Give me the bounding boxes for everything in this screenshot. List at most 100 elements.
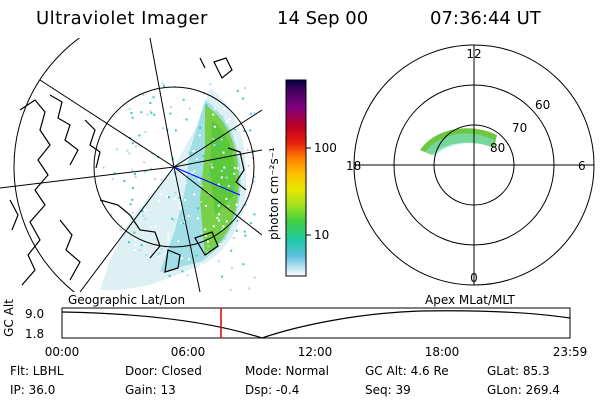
speckle-pixel xyxy=(240,238,243,241)
speckle-pixel xyxy=(172,132,175,135)
speckle-pixel xyxy=(244,80,247,83)
speckle-pixel xyxy=(154,226,157,229)
speckle-pixel xyxy=(194,109,197,112)
speckle-pixel xyxy=(178,130,181,133)
speckle-pixel xyxy=(188,258,190,261)
speckle-pixel xyxy=(180,222,183,225)
speckle-pixel xyxy=(235,236,238,239)
speckle-pixel xyxy=(186,271,189,274)
speckle-pixel xyxy=(218,213,221,216)
polar-grid xyxy=(353,44,595,286)
speckle-pixel xyxy=(143,161,146,164)
speckle-pixel xyxy=(227,205,230,207)
speckle-pixel xyxy=(194,98,197,101)
speckle-pixel xyxy=(198,134,201,137)
colorbar-unit-label: photon cm⁻²s⁻¹ xyxy=(267,147,281,240)
speckle-pixel xyxy=(251,210,254,213)
mlt-label-12: 12 xyxy=(466,47,481,61)
speckle-pixel xyxy=(119,228,122,231)
speckle-pixel xyxy=(177,240,180,243)
speckle-pixel xyxy=(198,277,200,280)
speckle-pixel xyxy=(199,209,202,212)
speckle-pixel xyxy=(252,149,255,152)
speckle-pixel xyxy=(142,214,145,217)
speckle-pixel xyxy=(176,149,179,152)
speckle-pixel xyxy=(166,159,169,162)
speckle-pixel xyxy=(159,193,162,195)
speckle-pixel xyxy=(242,97,245,100)
speckle-pixel xyxy=(184,182,187,185)
speckle-pixel xyxy=(141,106,144,108)
speckle-pixel xyxy=(160,178,163,181)
speckle-pixel xyxy=(188,192,190,195)
speckle-pixel xyxy=(200,184,203,187)
speckle-pixel xyxy=(253,180,256,183)
speckle-pixel xyxy=(186,274,189,277)
speckle-pixel xyxy=(170,106,173,109)
speckle-pixel xyxy=(216,100,218,103)
speckle-pixel xyxy=(134,238,137,241)
info-gc-alt: GC Alt: 4.6 Re xyxy=(365,364,449,378)
speckle-pixel xyxy=(118,155,121,158)
longitude-grid xyxy=(0,38,262,292)
speckle-pixel xyxy=(144,217,147,220)
speckle-pixel xyxy=(164,161,167,164)
speckle-pixel xyxy=(167,235,170,238)
speckle-pixel xyxy=(224,237,227,240)
speckle-pixel xyxy=(134,158,137,161)
speckle-pixel xyxy=(131,198,134,201)
speckle-pixel xyxy=(250,112,252,115)
speckle-pixel xyxy=(112,180,115,183)
speckle-pixel xyxy=(151,152,154,155)
speckle-pixel xyxy=(181,132,184,135)
speckle-pixel xyxy=(167,239,170,241)
speckle-pixel xyxy=(174,90,176,93)
speckle-pixel xyxy=(109,154,112,157)
speckle-pixel xyxy=(221,115,224,118)
speckle-pixel xyxy=(223,166,226,169)
speckle-pixel xyxy=(173,197,176,200)
speckle-pixel xyxy=(236,167,239,170)
speckle-pixel xyxy=(211,258,214,261)
speckle-pixel xyxy=(183,221,186,224)
auroral-emission-left xyxy=(100,88,247,290)
info-ip: IP: 36.0 xyxy=(10,383,55,397)
speckle-pixel xyxy=(212,113,215,116)
speckle-pixel xyxy=(197,207,200,210)
speckle-pixel xyxy=(145,254,148,256)
speckle-pixel xyxy=(165,195,168,198)
speckle-pixel xyxy=(154,178,156,181)
speckle-pixel xyxy=(222,151,225,154)
speckle-pixel xyxy=(249,138,252,140)
geographic-image xyxy=(0,38,262,292)
speckle-pixel xyxy=(160,247,163,250)
speckle-pixel xyxy=(202,92,205,95)
speckle-pixel xyxy=(158,139,161,142)
speckle-pixel xyxy=(194,100,197,103)
timeline-xtick-0600: 06:00 xyxy=(171,345,206,359)
speckle-pixel xyxy=(243,130,246,133)
speckle-pixel xyxy=(236,231,239,234)
speckle-pixel xyxy=(243,230,246,233)
speckle-pixel xyxy=(247,119,250,122)
speckle-pixel xyxy=(118,117,121,120)
speckle-pixel xyxy=(242,115,245,118)
speckle-pixel xyxy=(153,113,156,116)
speckle-pixel xyxy=(210,272,213,275)
speckle-pixel xyxy=(131,116,134,119)
speckle-pixel xyxy=(176,96,179,98)
speckle-pixel xyxy=(121,137,124,140)
speckle-pixel xyxy=(246,149,249,152)
speckle-pixel xyxy=(237,152,240,155)
speckle-pixel xyxy=(222,225,225,228)
speckle-pixel xyxy=(191,172,194,175)
speckle-pixel xyxy=(156,246,159,249)
speckle-pixel xyxy=(208,174,210,176)
speckle-pixel xyxy=(178,201,181,204)
speckle-pixel xyxy=(184,199,186,202)
speckle-pixel xyxy=(232,237,235,239)
speckle-pixel xyxy=(145,92,148,95)
speckle-pixel xyxy=(170,172,173,175)
speckle-pixel xyxy=(167,232,170,235)
speckle-pixel xyxy=(215,244,218,247)
